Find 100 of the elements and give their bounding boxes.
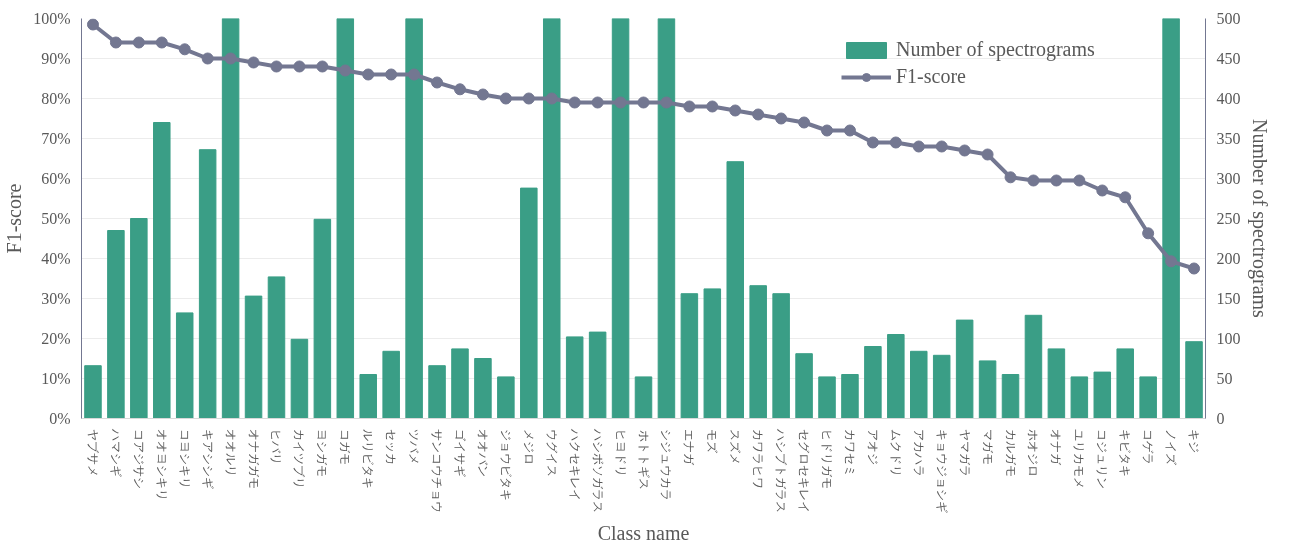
bar bbox=[267, 276, 286, 419]
bar bbox=[153, 122, 171, 419]
point bbox=[614, 96, 627, 109]
point bbox=[476, 88, 489, 101]
point bbox=[912, 140, 925, 153]
point bbox=[637, 96, 650, 109]
x-tick-label: ヤブサメ bbox=[85, 429, 100, 478]
x-axis-title: Class name bbox=[597, 521, 690, 544]
point bbox=[1073, 174, 1086, 187]
legend-label: F1-score bbox=[896, 65, 966, 88]
y2-tick-label: 450 bbox=[1216, 50, 1241, 67]
x-tick-label: カイツブリ bbox=[292, 429, 307, 490]
point bbox=[362, 68, 375, 81]
bar bbox=[887, 334, 905, 419]
bar bbox=[244, 295, 263, 419]
point bbox=[683, 100, 696, 113]
y2-tick-label: 300 bbox=[1216, 170, 1241, 187]
x-tick-label: カワラヒワ bbox=[751, 429, 766, 490]
bar bbox=[290, 338, 309, 419]
y-tick-label: 80% bbox=[41, 90, 71, 107]
bar bbox=[818, 376, 836, 419]
point bbox=[866, 136, 879, 149]
point bbox=[293, 60, 306, 73]
x-tick-label: コジュリン bbox=[1095, 429, 1110, 490]
y-tick-label: 0% bbox=[49, 410, 71, 427]
y-tick-label: 60% bbox=[41, 170, 71, 187]
x-tick-label: キョウジョシギ bbox=[934, 429, 949, 514]
x-tick-label: ルリビタキ bbox=[361, 429, 376, 490]
point bbox=[1119, 191, 1132, 204]
point bbox=[729, 104, 742, 117]
x-tick-label: ハクセキレイ bbox=[567, 428, 582, 502]
point bbox=[453, 83, 466, 96]
bar bbox=[955, 319, 974, 419]
y-tick-label: 40% bbox=[41, 250, 71, 267]
x-tick-label: カルガモ bbox=[1003, 429, 1018, 478]
x-tick-label: マガモ bbox=[980, 429, 995, 466]
bar bbox=[680, 293, 699, 419]
x-tick-label: ヒドリガモ bbox=[820, 429, 835, 490]
bar bbox=[474, 358, 492, 419]
point bbox=[843, 124, 856, 137]
bar bbox=[1139, 376, 1157, 419]
x-tick-label: ヒヨドリ bbox=[613, 429, 628, 478]
point bbox=[431, 76, 444, 89]
point bbox=[1096, 184, 1109, 197]
y2-axis-title: Number of spectrograms bbox=[1247, 119, 1271, 319]
bar bbox=[359, 374, 377, 419]
bar bbox=[405, 18, 423, 419]
bar bbox=[130, 218, 148, 419]
bar bbox=[1047, 348, 1066, 419]
y2-tick-label: 100 bbox=[1216, 330, 1241, 347]
point bbox=[499, 92, 512, 105]
x-tick-label: ヨシガモ bbox=[315, 429, 330, 478]
x-tick-label: オオヨシキリ bbox=[154, 429, 169, 502]
point bbox=[132, 36, 145, 49]
point bbox=[339, 64, 352, 77]
x-tick-label: コヨシキリ bbox=[177, 429, 192, 490]
y2-tick-label: 150 bbox=[1216, 290, 1241, 307]
bar bbox=[841, 374, 859, 419]
legend-label: Number of spectrograms bbox=[896, 38, 1095, 61]
bar bbox=[910, 350, 928, 419]
x-tick-label: キアシシギ bbox=[200, 429, 215, 490]
y2-tick-label: 250 bbox=[1216, 210, 1241, 227]
bar bbox=[565, 336, 584, 419]
y2-tick-label: 350 bbox=[1216, 130, 1241, 147]
x-tick-label: カワセミ bbox=[842, 429, 857, 478]
y2-tick-label: 200 bbox=[1216, 250, 1241, 267]
point bbox=[545, 92, 558, 105]
x-tick-label: メジロ bbox=[521, 429, 536, 466]
x-tick-label: サンコウチョウ bbox=[430, 429, 445, 514]
point bbox=[981, 148, 994, 161]
point bbox=[247, 56, 260, 69]
point bbox=[568, 96, 581, 109]
x-tick-label: ツバメ bbox=[407, 429, 422, 466]
bar bbox=[107, 230, 125, 419]
point bbox=[155, 36, 168, 49]
bar bbox=[772, 293, 790, 419]
x-tick-label: キジ bbox=[1187, 429, 1202, 454]
bar bbox=[1093, 371, 1112, 419]
bar bbox=[749, 285, 767, 419]
x-tick-label: セッカ bbox=[384, 429, 399, 466]
point bbox=[660, 96, 673, 109]
bar bbox=[1001, 374, 1020, 419]
x-tick-label: コアジサシ bbox=[131, 429, 146, 490]
bar bbox=[198, 149, 217, 419]
bar bbox=[588, 331, 607, 419]
x-tick-label: ハマシギ bbox=[108, 428, 123, 478]
y-tick-label: 20% bbox=[41, 330, 71, 347]
y-tick-label: 70% bbox=[41, 130, 71, 147]
bar bbox=[1162, 18, 1180, 419]
point bbox=[706, 100, 719, 113]
bar bbox=[634, 376, 653, 419]
point bbox=[385, 68, 398, 81]
x-tick-label: アオジ bbox=[865, 429, 880, 466]
bar bbox=[428, 365, 446, 419]
point bbox=[408, 68, 421, 81]
x-tick-label: モズ bbox=[705, 429, 720, 455]
y2-tick-label: 500 bbox=[1216, 10, 1241, 27]
bar bbox=[382, 350, 400, 419]
point bbox=[591, 96, 604, 109]
x-tick-label: シジュウカラ bbox=[659, 429, 674, 502]
